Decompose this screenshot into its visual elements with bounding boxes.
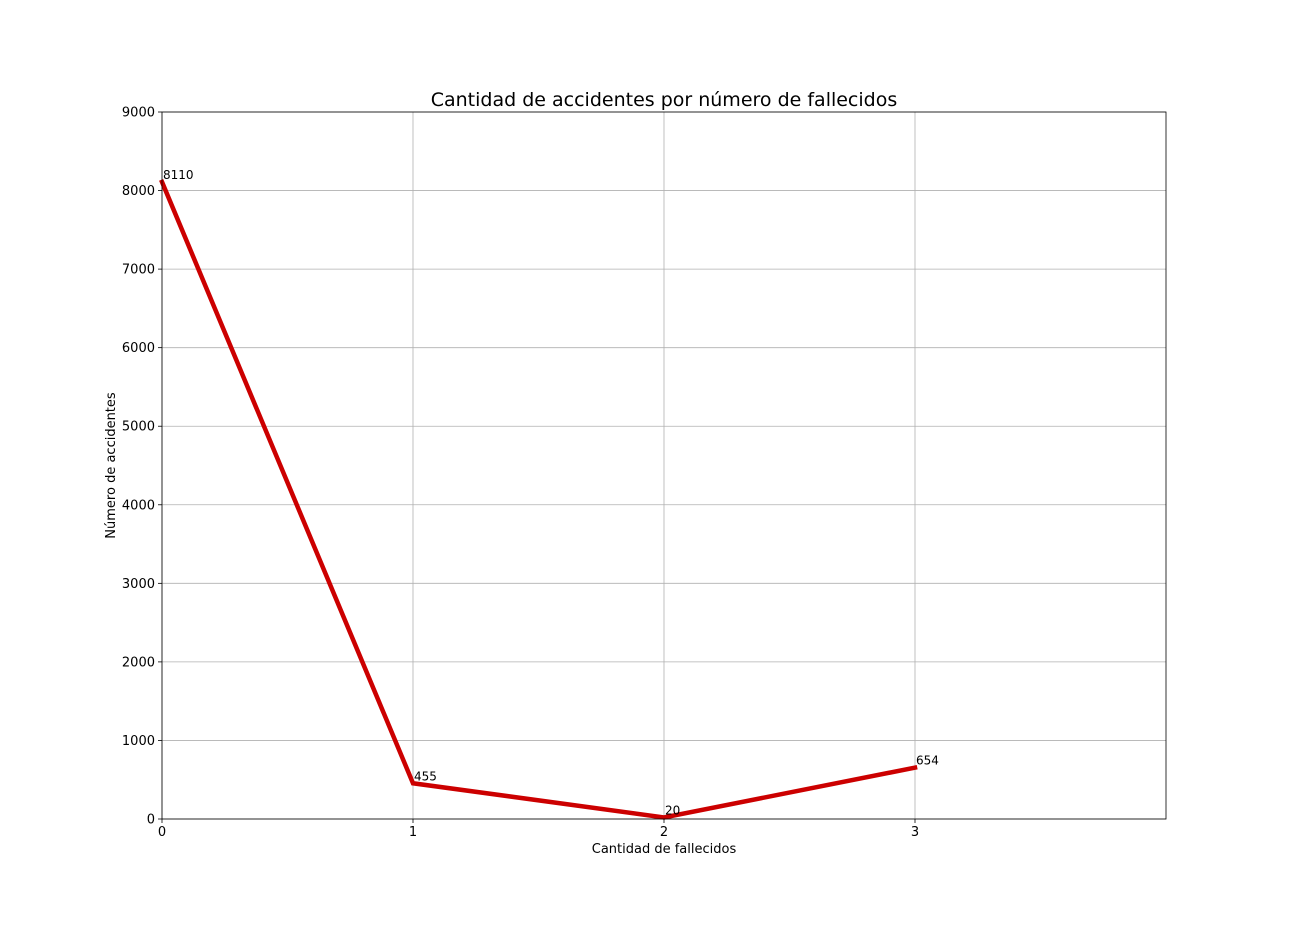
- y-tick-label: 7000: [122, 263, 155, 278]
- y-tick-label: 5000: [122, 420, 155, 435]
- data-label: 455: [414, 769, 437, 783]
- data-label: 8110: [163, 168, 194, 182]
- y-tick-label: 8000: [122, 184, 155, 199]
- y-tick-label: 2000: [122, 655, 155, 670]
- data-label: 654: [916, 754, 939, 768]
- series-line: [159, 178, 918, 820]
- x-tick-label: 1: [409, 825, 417, 840]
- y-tick-label: 4000: [122, 498, 155, 513]
- x-tick-label: 3: [911, 825, 919, 840]
- data-labels: 8110 455 20 654: [163, 168, 939, 818]
- y-tick-label: 1000: [122, 734, 155, 749]
- chart-title: Cantidad de accidentes por número de fal…: [431, 89, 898, 111]
- y-tick-label: 3000: [122, 577, 155, 592]
- x-tick-label: 2: [660, 825, 668, 840]
- y-tick-label: 6000: [122, 341, 155, 356]
- axis-ticks: 0 1 2 3 0 1000 2000 3000 4000 5000 6000 7000 8000 900…: [122, 106, 919, 841]
- x-axis-label: Cantidad de fallecidos: [592, 842, 737, 857]
- series-layer: [159, 178, 918, 820]
- x-tick-label: 0: [158, 825, 166, 840]
- data-label: 20: [665, 803, 680, 817]
- y-tick-label: 9000: [122, 106, 155, 121]
- y-axis-label: Número de accidentes: [104, 392, 119, 539]
- y-tick-label: 0: [147, 813, 155, 828]
